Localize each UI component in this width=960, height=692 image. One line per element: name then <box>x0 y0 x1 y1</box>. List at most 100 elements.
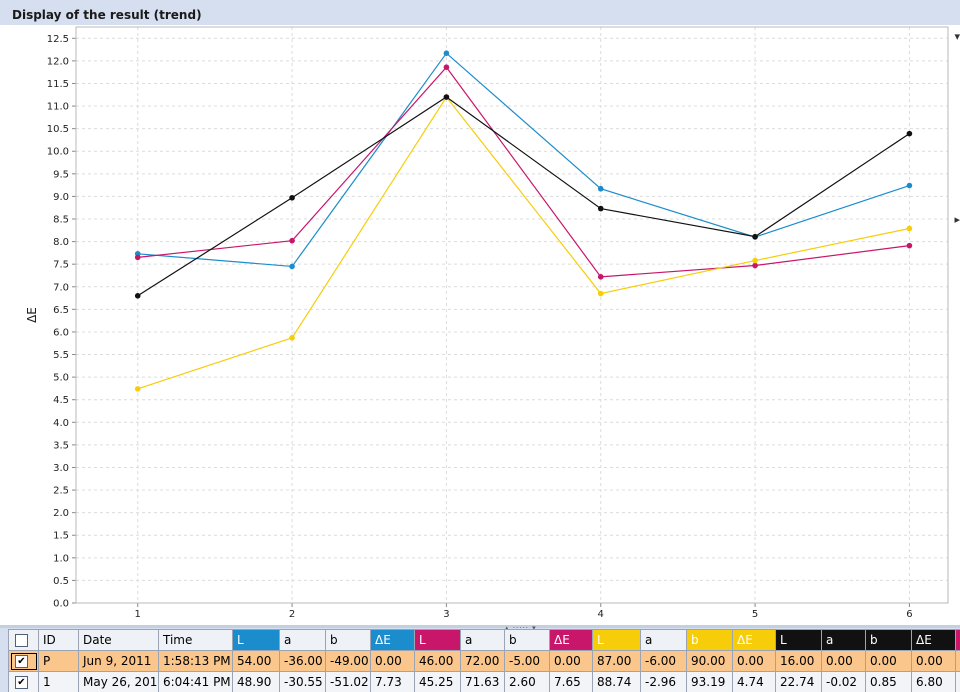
series-line <box>137 96 910 297</box>
x-tick-label: 4 <box>598 609 604 620</box>
table-cell: 0.00 <box>911 650 956 672</box>
table-cell: -2.96 <box>640 671 687 692</box>
x-tick-label: 1 <box>135 609 141 620</box>
data-point <box>752 262 758 269</box>
y-tick-label: 6.5 <box>53 305 69 316</box>
column-header-black-l[interactable]: L <box>775 629 822 651</box>
column-header-black-a[interactable]: a <box>821 629 866 651</box>
y-tick-label: 7.0 <box>53 282 69 293</box>
table-cell: 1 <box>38 671 79 692</box>
table-cell: -51.02 <box>325 671 371 692</box>
row-select-cell[interactable]: ✔ <box>8 671 39 692</box>
series-line <box>137 66 910 278</box>
row-select-cell[interactable]: ✔ <box>8 650 39 672</box>
column-header-magenta-a[interactable]: a <box>460 629 505 651</box>
y-tick-label: 6.0 <box>53 327 69 338</box>
y-tick-label: 11.0 <box>47 102 69 113</box>
column-header-yellow-l[interactable]: L <box>592 629 641 651</box>
column-header-black-de[interactable]: ΔE <box>911 629 956 651</box>
data-point <box>752 257 758 264</box>
column-header-yellow-de[interactable]: ΔE <box>732 629 776 651</box>
column-header-cyan-de[interactable]: ΔE <box>370 629 415 651</box>
data-point <box>752 233 758 240</box>
checkbox-icon[interactable] <box>15 634 28 647</box>
column-header-magenta-b[interactable]: b <box>504 629 550 651</box>
table-cell: 4 <box>955 650 960 672</box>
table-cell: -6.00 <box>640 650 687 672</box>
checkbox-checked-icon[interactable]: ✔ <box>15 676 28 689</box>
x-tick-label: 5 <box>752 609 758 620</box>
table-row[interactable]: ✔ P Jun 9, 2011 1:58:13 PM 54.00 -36.00 -49.00… <box>8 650 960 672</box>
x-tick-label: 6 <box>906 609 912 620</box>
select-all-cell[interactable] <box>8 629 39 651</box>
table-cell: 0.85 <box>865 671 912 692</box>
column-header-yellow-b[interactable]: b <box>686 629 733 651</box>
table-cell: 0.00 <box>732 650 776 672</box>
table-cell: 2.60 <box>504 671 550 692</box>
checkbox-checked-icon[interactable]: ✔ <box>15 655 28 668</box>
series-line <box>137 95 910 390</box>
column-header[interactable]: ID <box>38 629 79 651</box>
column-header-black-b[interactable]: b <box>865 629 912 651</box>
plot-border <box>75 26 949 604</box>
data-point <box>906 130 913 137</box>
data-point <box>289 194 295 201</box>
edge-arrow-icon[interactable]: ▾ <box>954 30 960 43</box>
y-tick-label: 10.5 <box>47 124 69 135</box>
column-header-cyan-b[interactable]: b <box>325 629 371 651</box>
data-point <box>134 254 141 261</box>
column-header[interactable]: Date <box>78 629 159 651</box>
table-cell: 0.00 <box>549 650 593 672</box>
y-tick-label: 11.5 <box>47 79 69 90</box>
table-cell: 0.00 <box>865 650 912 672</box>
data-point <box>134 293 141 299</box>
data-point <box>134 386 141 392</box>
table-cell: 16.00 <box>775 650 822 672</box>
data-point <box>906 225 913 232</box>
table-cell: 22.74 <box>775 671 822 692</box>
edge-arrow-icon[interactable]: ▸ <box>954 213 960 226</box>
table-header-row: ID Date Time L a b ΔE L a b ΔE L a b ΔE … <box>8 629 960 651</box>
column-header-extra[interactable] <box>955 629 960 651</box>
table-cell: 87.00 <box>592 650 641 672</box>
plot-area <box>76 27 948 603</box>
data-point <box>289 263 295 270</box>
table-row[interactable]: ✔ 1 May 26, 2011 6:04:41 PM 48.90 -30.55 -51.0… <box>8 671 960 692</box>
table-cell: 48.90 <box>232 671 280 692</box>
splitter-grip-icon[interactable]: ▴ ····· ▾ <box>505 624 537 632</box>
table-cell: 45.25 <box>414 671 461 692</box>
column-header[interactable]: Time <box>158 629 233 651</box>
table-cell: -49.00 <box>325 650 371 672</box>
trend-chart: 0.0 0.5 1.0 1.5 2.0 2.5 3.0 3.5 4.0 4.5 5.0 5.5 6.0 6… <box>25 26 949 620</box>
data-point <box>443 50 450 57</box>
y-tick-label: 0.5 <box>53 576 69 587</box>
panel-splitter[interactable]: ▴ ····· ▾ <box>0 624 960 632</box>
y-axis-label: ΔE <box>25 307 39 323</box>
table-cell: 6:04:41 PM <box>158 671 233 692</box>
column-header-cyan-a[interactable]: a <box>279 629 326 651</box>
results-table: ID Date Time L a b ΔE L a b ΔE L a b ΔE … <box>8 629 960 692</box>
data-point <box>289 237 295 244</box>
column-header-magenta-l[interactable]: L <box>414 629 461 651</box>
column-header-yellow-a[interactable]: a <box>640 629 687 651</box>
table-cell: May 26, 2011 <box>78 671 159 692</box>
table-cell: 4.74 <box>732 671 776 692</box>
y-tick-label: 0.0 <box>53 599 69 610</box>
data-point <box>443 64 450 71</box>
table-cell: 46.00 <box>414 650 461 672</box>
table-cell: 1:58:13 PM <box>158 650 233 672</box>
column-header-cyan-l[interactable]: L <box>232 629 280 651</box>
column-header-magenta-de[interactable]: ΔE <box>549 629 593 651</box>
data-point <box>906 242 913 249</box>
y-tick-label: 7.5 <box>53 260 69 271</box>
data-point <box>597 274 604 280</box>
y-tick-label: 8.0 <box>53 237 69 248</box>
x-tick-label: 3 <box>443 609 449 620</box>
table-cell: 88.74 <box>592 671 641 692</box>
y-tick-label: 1.0 <box>53 553 69 564</box>
y-tick-label: 4.5 <box>53 395 69 406</box>
y-tick-label: 9.5 <box>53 169 69 180</box>
table-cell: P <box>38 650 79 672</box>
table-cell: 7.65 <box>549 671 593 692</box>
y-tick-label: 2.5 <box>53 486 69 497</box>
